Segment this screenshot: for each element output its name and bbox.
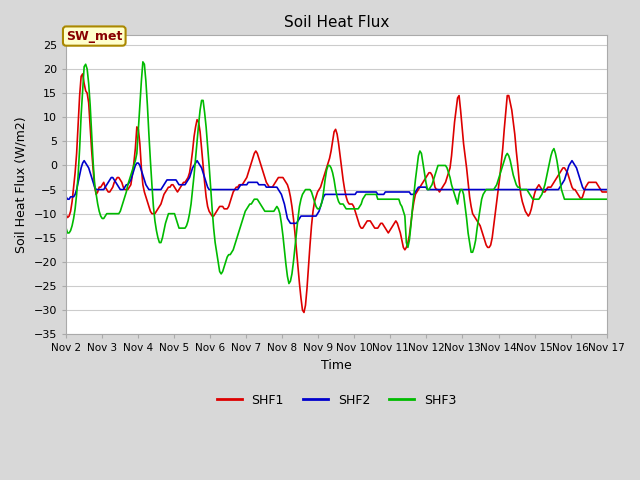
SHF2	[130, 168, 138, 173]
SHF2	[301, 213, 309, 219]
SHF3	[252, 196, 260, 202]
SHF3	[225, 252, 232, 257]
SHF3	[576, 196, 584, 202]
Text: SW_met: SW_met	[66, 30, 122, 43]
SHF3	[129, 168, 136, 173]
SHF1	[225, 204, 232, 209]
SHF1	[62, 212, 70, 217]
Title: Soil Heat Flux: Soil Heat Flux	[284, 15, 389, 30]
SHF3	[62, 225, 70, 231]
SHF3	[301, 187, 309, 192]
Line: SHF3: SHF3	[66, 62, 607, 284]
Line: SHF1: SHF1	[66, 74, 607, 312]
Legend: SHF1, SHF2, SHF3: SHF1, SHF2, SHF3	[212, 389, 461, 411]
SHF2	[252, 180, 260, 185]
SHF1	[301, 302, 309, 308]
SHF1	[252, 148, 260, 154]
SHF2	[576, 175, 584, 180]
SHF2	[243, 182, 251, 188]
SHF1	[130, 160, 138, 166]
SHF3	[243, 206, 251, 212]
SHF1	[300, 310, 308, 315]
SHF2	[225, 187, 232, 192]
SHF2	[80, 158, 88, 164]
SHF1	[79, 71, 86, 77]
SHF2	[287, 220, 294, 226]
SHF2	[62, 194, 70, 200]
SHF3	[285, 281, 292, 287]
Line: SHF2: SHF2	[66, 161, 607, 223]
SHF1	[243, 175, 251, 180]
X-axis label: Time: Time	[321, 359, 352, 372]
Y-axis label: Soil Heat Flux (W/m2): Soil Heat Flux (W/m2)	[15, 117, 28, 253]
SHF1	[576, 194, 584, 200]
SHF3	[603, 196, 611, 202]
SHF3	[139, 59, 147, 65]
SHF1	[603, 189, 611, 195]
SHF2	[603, 187, 611, 192]
